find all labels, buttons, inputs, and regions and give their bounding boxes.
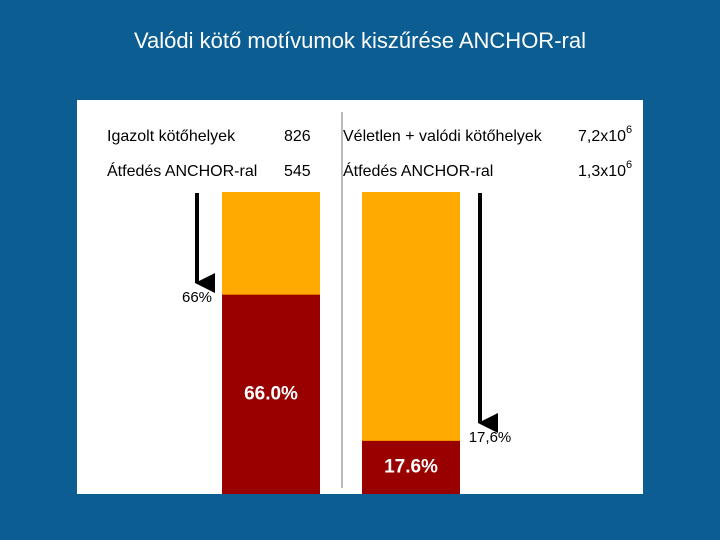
bars: 66.0% 17.6% [222,192,460,494]
panel [77,100,643,494]
exponent: 6 [626,159,632,171]
exponent: 6 [626,124,632,136]
right-overlap: 1,3x106 [578,159,632,180]
bar-overlap [222,294,320,494]
base: 7,2x10 [578,128,626,145]
left-overlap-label: Átfedés ANCHOR-ral [107,161,257,180]
bar-label: 17.6% [384,456,438,477]
right-total-label: Véletlen + valódi kötőhelyek [343,128,543,145]
base: 1,3x10 [578,163,626,180]
right-arrow-label: 17,6% [469,429,512,446]
bar-overlap [362,440,460,494]
left-total: 826 [284,128,311,145]
right-total: 7,2x106 [578,124,632,145]
left-arrow-label: 66% [182,289,212,306]
bar-label: 66.0% [244,383,298,404]
slide-title: Valódi kötő motívumok kiszűrése ANCHOR-r… [134,28,586,53]
left-total-label: Igazolt kötőhelyek [107,128,236,145]
right-overlap-label: Átfedés ANCHOR-ral [343,161,493,180]
left-overlap: 545 [284,163,311,180]
